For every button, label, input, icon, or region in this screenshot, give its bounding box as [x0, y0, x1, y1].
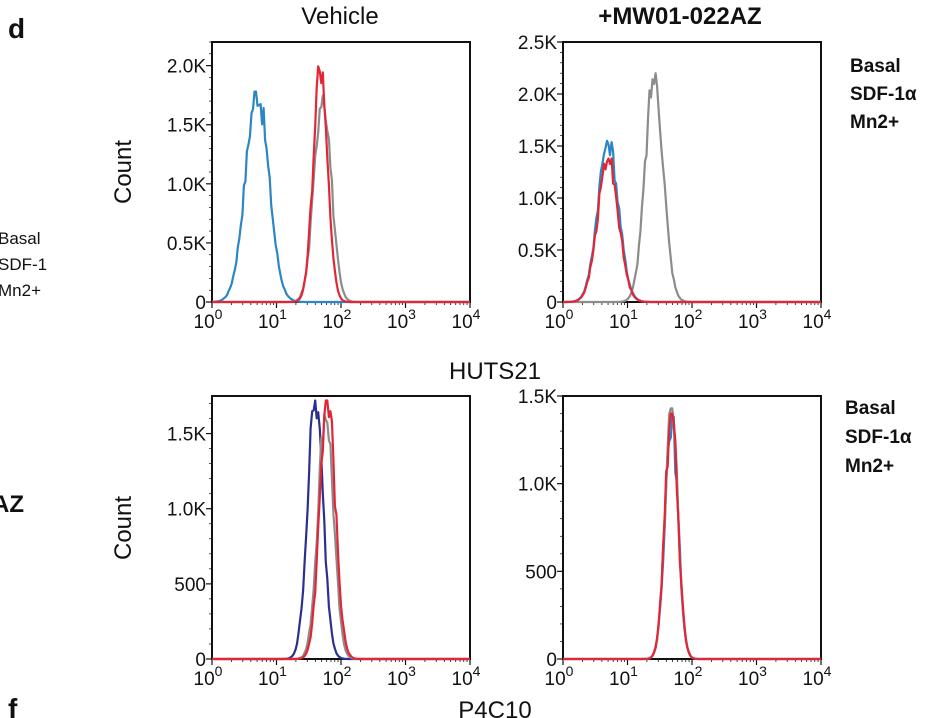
series-line-mn2-: [212, 412, 470, 661]
y-tick-label: 1.5K: [167, 116, 206, 137]
ylabel-row2: Count: [110, 496, 137, 560]
x-tick-label: 100: [545, 663, 574, 690]
x-tick-label: 102: [323, 663, 352, 690]
y-tick-label: 500: [525, 562, 557, 583]
row-xlabel-p4c10: P4C10: [458, 697, 531, 718]
left-fragment-az: AZ: [0, 491, 24, 518]
plot-frame: [211, 41, 471, 303]
ylabel-row1: Count: [110, 140, 137, 204]
y-tick-label: 1.0K: [167, 500, 206, 521]
y-tick-label: 0: [546, 293, 557, 314]
x-tick-label: 104: [452, 663, 481, 690]
series-line-mn2-: [563, 407, 821, 661]
x-tick-label: 100: [194, 663, 223, 690]
left-fragment-mn2: Mn2+: [0, 281, 41, 300]
legend-item-sdf1: SDF-1α: [850, 84, 917, 105]
legend-row2: Basal SDF-1α Mn2+: [845, 398, 912, 477]
y-tick-label: 2.0K: [167, 57, 206, 78]
histogram-panel: 100 101 102 103 104 0 500 1.0K 1.5K: [167, 395, 481, 690]
y-tick-label: 1.5K: [518, 137, 557, 158]
x-tick-label: 104: [803, 306, 832, 333]
y-tick-label: 500: [174, 575, 206, 596]
row-xlabel-huts21: HUTS21: [449, 358, 541, 385]
histogram-panel: 100 101 102 103 104 0 0.5K 1.0K 1.5K 2.0K 2.5K: [518, 33, 832, 333]
y-tick-label: 0: [546, 650, 557, 671]
x-tick-label: 101: [609, 663, 638, 690]
legend-item-mn2: Mn2+: [850, 112, 899, 133]
series-line-sdf-1-: [212, 399, 470, 661]
x-tick-label: 102: [674, 663, 703, 690]
left-fragment-sdf1: SDF-1: [0, 255, 47, 274]
panel-letter: d: [8, 13, 25, 44]
x-tick-label: 103: [387, 306, 416, 333]
x-tick-label: 103: [738, 306, 767, 333]
column-title-mw01: +MW01-022AZ: [598, 3, 761, 30]
y-tick-label: 2.0K: [518, 85, 557, 106]
x-tick-label: 103: [387, 663, 416, 690]
series-line-basal: [563, 415, 821, 661]
x-tick-label: 101: [258, 663, 287, 690]
series-line-sdf-1-: [563, 412, 821, 661]
plot-frame: [562, 395, 822, 660]
series-line-sdf-1-: [563, 157, 821, 304]
x-tick-label: 101: [609, 306, 638, 333]
y-tick-label: 1.0K: [518, 475, 557, 496]
legend-row1: Basal SDF-1α Mn2+: [850, 56, 917, 133]
series-line-basal: [563, 139, 821, 304]
y-tick-label: 2.5K: [518, 33, 557, 54]
histogram-panel: 100 101 102 103 104 0 500 1.0K 1.5K: [518, 387, 832, 690]
y-tick-label: 1.5K: [167, 425, 206, 446]
y-tick-label: 0.5K: [167, 234, 206, 255]
histogram-panel: 100 101 102 103 104 0 0.5K 1.0K 1.5K 2.0K: [167, 41, 481, 333]
x-tick-label: 102: [674, 306, 703, 333]
y-tick-label: 1.5K: [518, 387, 557, 408]
column-title-vehicle: Vehicle: [301, 3, 378, 30]
y-tick-label: 0: [195, 293, 206, 314]
x-tick-label: 104: [803, 663, 832, 690]
legend-item-basal: Basal: [845, 398, 896, 419]
y-tick-label: 0.5K: [518, 241, 557, 262]
legend-item-mn2: Mn2+: [845, 456, 894, 477]
legend-item-basal: Basal: [850, 56, 901, 77]
legend-item-sdf1: SDF-1α: [845, 427, 912, 448]
x-tick-label: 104: [452, 306, 481, 333]
left-fragment-basal: Basal: [0, 229, 41, 248]
bottom-panel-letter: f: [8, 693, 18, 718]
x-tick-label: 101: [258, 306, 287, 333]
y-tick-label: 1.0K: [518, 189, 557, 210]
x-tick-label: 100: [545, 306, 574, 333]
x-tick-label: 100: [194, 306, 223, 333]
x-tick-label: 103: [738, 663, 767, 690]
series-line-basal: [211, 90, 470, 304]
series-line-sdf-1-: [212, 65, 470, 304]
y-tick-label: 1.0K: [167, 175, 206, 196]
x-tick-label: 102: [323, 306, 352, 333]
y-tick-label: 0: [195, 650, 206, 671]
